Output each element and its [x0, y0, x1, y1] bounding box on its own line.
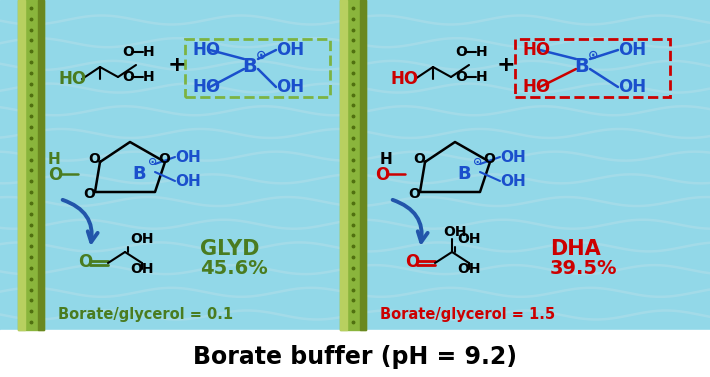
- Text: O: O: [405, 253, 419, 271]
- Text: 39.5%: 39.5%: [550, 259, 618, 279]
- Text: +: +: [168, 55, 187, 75]
- FancyArrowPatch shape: [62, 200, 98, 242]
- Text: O: O: [122, 45, 134, 59]
- Text: OH: OH: [457, 232, 481, 246]
- Text: H: H: [476, 45, 488, 59]
- Text: B: B: [457, 165, 471, 183]
- Text: ⊙: ⊙: [588, 49, 599, 61]
- Text: O: O: [483, 152, 495, 166]
- Text: O: O: [413, 152, 425, 166]
- Text: 45.6%: 45.6%: [200, 259, 268, 279]
- Bar: [38, 0, 44, 330]
- Text: ⊙: ⊙: [256, 49, 266, 61]
- Text: OH: OH: [500, 175, 525, 190]
- Text: B: B: [242, 58, 257, 77]
- Text: Borate/glycerol = 0.1: Borate/glycerol = 0.1: [58, 308, 233, 322]
- Bar: [515, 39, 670, 97]
- Text: H: H: [143, 45, 155, 59]
- Text: O: O: [408, 187, 420, 201]
- Text: OH: OH: [130, 262, 153, 276]
- Text: ⊙: ⊙: [148, 157, 158, 167]
- Bar: [359, 0, 366, 330]
- Text: H: H: [48, 152, 61, 167]
- Text: OH: OH: [618, 78, 646, 96]
- Text: Borate/glycerol = 1.5: Borate/glycerol = 1.5: [380, 308, 555, 322]
- Text: H: H: [476, 70, 488, 84]
- Text: B: B: [574, 58, 589, 77]
- Bar: [0, 0, 710, 330]
- Bar: [185, 39, 330, 97]
- Text: HO: HO: [58, 70, 86, 88]
- Text: O: O: [455, 45, 467, 59]
- Text: OH: OH: [500, 150, 525, 164]
- Text: O: O: [83, 187, 95, 201]
- Text: OH: OH: [457, 262, 481, 276]
- Bar: [0, 330, 710, 377]
- Text: OH: OH: [276, 78, 304, 96]
- Text: O: O: [48, 166, 62, 184]
- Text: GLYD: GLYD: [200, 239, 259, 259]
- Text: O: O: [375, 166, 389, 184]
- Text: O: O: [158, 152, 170, 166]
- Text: Borate buffer (pH = 9.2): Borate buffer (pH = 9.2): [193, 345, 517, 369]
- Text: OH: OH: [130, 232, 153, 246]
- Text: OH: OH: [443, 225, 466, 239]
- Text: O: O: [122, 70, 134, 84]
- Text: +: +: [497, 55, 515, 75]
- Text: O: O: [88, 152, 100, 166]
- Text: HO: HO: [192, 78, 220, 96]
- FancyArrowPatch shape: [393, 200, 427, 242]
- Text: O: O: [455, 70, 467, 84]
- Text: H: H: [143, 70, 155, 84]
- Text: OH: OH: [175, 175, 201, 190]
- Bar: [340, 0, 346, 330]
- Bar: [340, 0, 366, 330]
- Bar: [18, 0, 44, 330]
- Text: OH: OH: [618, 41, 646, 59]
- Text: HO: HO: [192, 41, 220, 59]
- Text: O: O: [78, 253, 92, 271]
- Text: OH: OH: [276, 41, 304, 59]
- Bar: [18, 0, 25, 330]
- Text: HO: HO: [522, 41, 550, 59]
- Text: OH: OH: [175, 150, 201, 164]
- Text: H: H: [380, 152, 393, 167]
- Text: HO: HO: [522, 78, 550, 96]
- Text: ⊙: ⊙: [473, 157, 482, 167]
- Text: HO: HO: [390, 70, 418, 88]
- Text: DHA: DHA: [550, 239, 601, 259]
- Text: B: B: [132, 165, 146, 183]
